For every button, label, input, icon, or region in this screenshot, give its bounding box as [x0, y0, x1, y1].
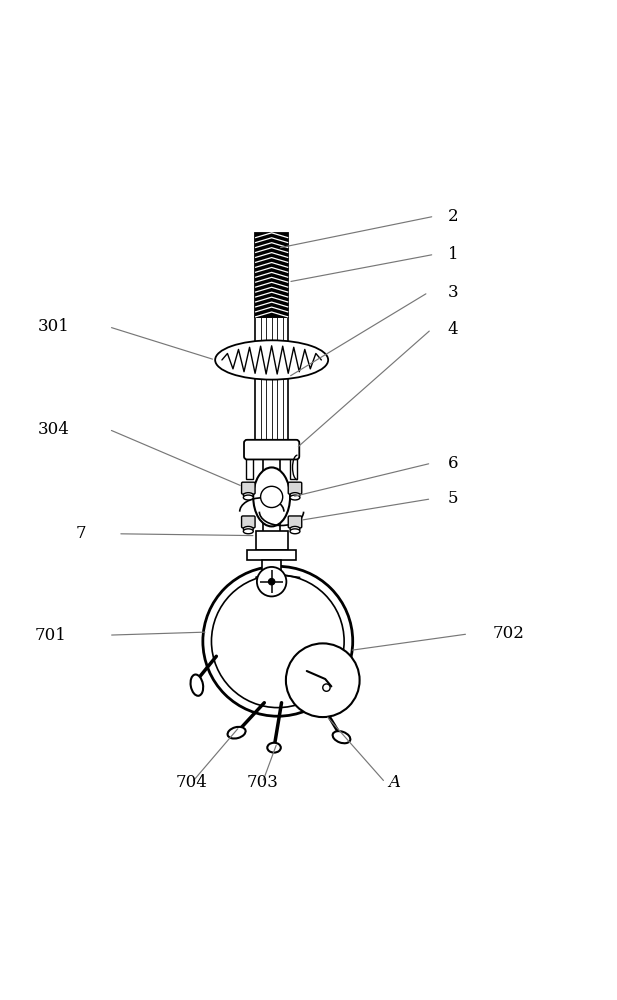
- FancyBboxPatch shape: [241, 516, 255, 528]
- Text: 304: 304: [38, 421, 70, 438]
- Ellipse shape: [290, 526, 300, 531]
- Text: 5: 5: [447, 490, 458, 507]
- FancyBboxPatch shape: [288, 516, 302, 528]
- FancyBboxPatch shape: [241, 482, 255, 494]
- Ellipse shape: [243, 526, 254, 531]
- Text: 704: 704: [176, 774, 208, 791]
- Ellipse shape: [290, 493, 300, 498]
- FancyBboxPatch shape: [244, 440, 299, 459]
- Circle shape: [268, 578, 275, 585]
- Ellipse shape: [290, 495, 300, 500]
- Ellipse shape: [228, 727, 246, 739]
- Bar: [255, 317, 288, 450]
- Bar: [290, 456, 297, 479]
- Bar: [263, 456, 280, 552]
- Text: 703: 703: [247, 774, 278, 791]
- Circle shape: [323, 684, 330, 691]
- Ellipse shape: [290, 529, 300, 534]
- Ellipse shape: [253, 467, 290, 526]
- Text: 2: 2: [447, 208, 458, 225]
- Ellipse shape: [215, 340, 328, 380]
- Bar: [247, 550, 296, 560]
- Ellipse shape: [191, 675, 203, 696]
- Bar: [255, 233, 288, 317]
- Text: 702: 702: [492, 625, 524, 642]
- Text: A: A: [389, 774, 400, 791]
- Ellipse shape: [333, 731, 350, 743]
- Text: 6: 6: [447, 455, 458, 472]
- Bar: [246, 456, 253, 479]
- Ellipse shape: [267, 743, 281, 753]
- Circle shape: [257, 567, 286, 596]
- Circle shape: [212, 575, 344, 708]
- Text: 701: 701: [35, 627, 67, 644]
- Text: 1: 1: [447, 246, 458, 263]
- Ellipse shape: [243, 529, 254, 534]
- Circle shape: [286, 643, 360, 717]
- Ellipse shape: [260, 486, 283, 508]
- Text: 4: 4: [447, 321, 458, 338]
- Text: 3: 3: [447, 284, 458, 301]
- Ellipse shape: [243, 495, 254, 500]
- Bar: [262, 560, 281, 575]
- Text: 301: 301: [38, 318, 70, 335]
- Ellipse shape: [243, 493, 254, 498]
- Bar: [255, 531, 288, 550]
- Text: 7: 7: [76, 525, 86, 542]
- Circle shape: [203, 566, 353, 716]
- FancyBboxPatch shape: [288, 482, 302, 494]
